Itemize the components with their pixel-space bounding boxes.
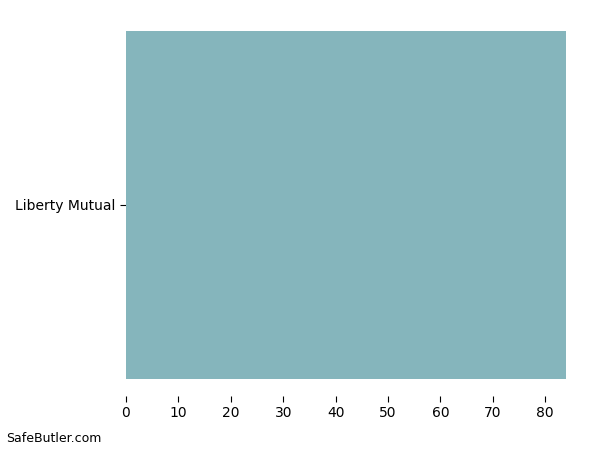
Text: SafeButler.com: SafeButler.com [6, 432, 101, 446]
